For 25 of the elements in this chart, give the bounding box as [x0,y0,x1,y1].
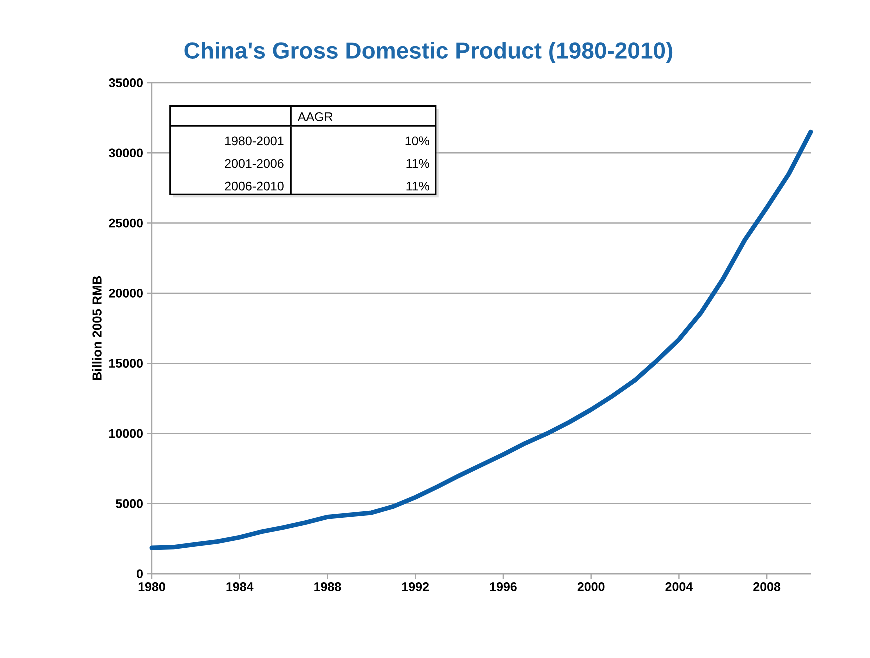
y-tick-label: 35000 [109,78,143,88]
y-tick-label: 5000 [116,499,143,508]
annotation: 2001-2006 [225,159,284,168]
y-tick-label: 30000 [109,148,143,158]
x-tick-label: 2008 [754,582,781,592]
annotation: 11% [406,159,430,168]
annotation: 2006-2010 [225,182,284,191]
annotation: 11% [406,182,430,191]
chart-title: China's Gross Domestic Product (1980-2010) [184,42,673,64]
annotation: 1980-2001 [226,136,284,146]
y-tick-label: 20000 [109,288,143,298]
x-tick-label: 1996 [490,582,517,592]
annotation: AAGR [298,112,333,122]
x-tick-label: 2000 [578,582,605,592]
y-tick-label: 25000 [109,218,143,228]
y-axis-title: Billion 2005 RMB [92,276,102,380]
y-tick-label: 15000 [110,359,143,368]
x-tick-label: 1992 [402,582,430,592]
y-tick-label: 10000 [110,429,143,438]
x-tick-label: 1980 [138,582,166,592]
y-tick-label: 0 [137,570,143,578]
x-tick-label: 2004 [666,582,694,592]
annotation: 10% [406,136,430,146]
x-tick-label: 1988 [314,582,342,592]
x-tick-label: 1984 [226,582,254,592]
